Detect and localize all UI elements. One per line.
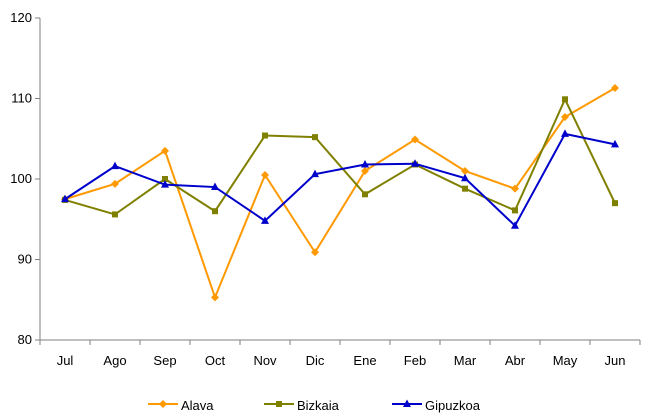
x-tick-label: Mar	[454, 353, 477, 368]
data-point-alava	[161, 146, 169, 155]
y-tick-label: 110	[11, 91, 32, 106]
data-point-alava	[561, 113, 569, 122]
x-axis-ticks: Jul Ago Sep Oct Nov Dic Ene Feb Mar Abr May Jun	[39, 340, 641, 368]
data-point-alava	[311, 248, 319, 257]
data-point-bizkaia	[612, 200, 618, 207]
series-gipuzkoa	[61, 129, 619, 229]
data-point-alava	[411, 135, 419, 144]
data-point-gipuzkoa	[161, 180, 169, 188]
data-point-bizkaia	[362, 191, 368, 198]
legend-marker-gipuzkoa	[403, 399, 411, 407]
y-tick-label: 100	[10, 171, 32, 186]
x-tick-label: Ago	[103, 353, 126, 368]
legend-label-gipuzkoa: Gipuzkoa	[425, 398, 481, 413]
data-point-gipuzkoa	[211, 182, 219, 191]
axes	[39, 18, 640, 341]
legend-label-alava: Alava	[181, 398, 214, 413]
data-point-bizkaia	[562, 96, 568, 103]
data-point-alava	[111, 179, 119, 188]
y-axis-ticks: 80 90 100 110 120	[10, 10, 40, 347]
data-point-alava	[261, 170, 269, 179]
legend-marker-alava	[159, 400, 167, 408]
x-tick-label: Abr	[505, 353, 526, 368]
x-tick-label: Ene	[353, 353, 376, 368]
data-point-gipuzkoa	[511, 221, 519, 229]
y-tick-label: 120	[10, 10, 32, 25]
series-bizkaia	[62, 96, 618, 218]
data-point-bizkaia	[162, 176, 168, 182]
legend: Alava Bizkaia Gipuzkoa	[148, 398, 481, 413]
data-point-bizkaia	[262, 132, 268, 139]
y-tick-label: 80	[18, 332, 32, 347]
series-alava	[61, 84, 619, 302]
data-point-gipuzkoa	[611, 139, 619, 148]
x-tick-label: Nov	[253, 353, 277, 368]
data-point-gipuzkoa	[311, 169, 319, 178]
x-tick-label: Jul	[57, 353, 74, 368]
series-line-bizkaia	[64, 96, 616, 216]
data-point-bizkaia	[462, 185, 468, 192]
data-point-gipuzkoa	[411, 159, 419, 167]
data-point-alava	[511, 184, 519, 193]
data-point-alava	[461, 166, 469, 175]
data-point-gipuzkoa	[111, 161, 119, 170]
legend-label-bizkaia: Bizkaia	[297, 398, 340, 413]
data-point-alava	[611, 84, 619, 93]
series-group	[61, 84, 619, 302]
x-tick-label: Sep	[153, 353, 176, 368]
x-tick-label: May	[553, 353, 578, 368]
data-point-gipuzkoa	[261, 216, 269, 224]
data-point-bizkaia	[512, 207, 518, 214]
x-tick-label: Jun	[605, 353, 626, 368]
legend-marker-bizkaia	[276, 401, 282, 407]
data-point-bizkaia	[212, 208, 218, 215]
y-tick-label: 90	[18, 252, 32, 267]
data-point-alava	[361, 166, 369, 175]
series-line-gipuzkoa	[64, 132, 616, 228]
data-point-bizkaia	[312, 134, 318, 141]
x-tick-label: Feb	[404, 353, 426, 368]
x-tick-label: Oct	[205, 353, 226, 368]
data-point-gipuzkoa	[561, 129, 569, 137]
data-point-gipuzkoa	[361, 160, 369, 168]
series-line-alava	[64, 87, 616, 301]
data-point-bizkaia	[112, 211, 118, 218]
x-tick-label: Dic	[306, 353, 325, 368]
data-point-gipuzkoa	[61, 194, 69, 203]
data-point-gipuzkoa	[461, 173, 469, 182]
data-point-alava	[211, 293, 219, 302]
